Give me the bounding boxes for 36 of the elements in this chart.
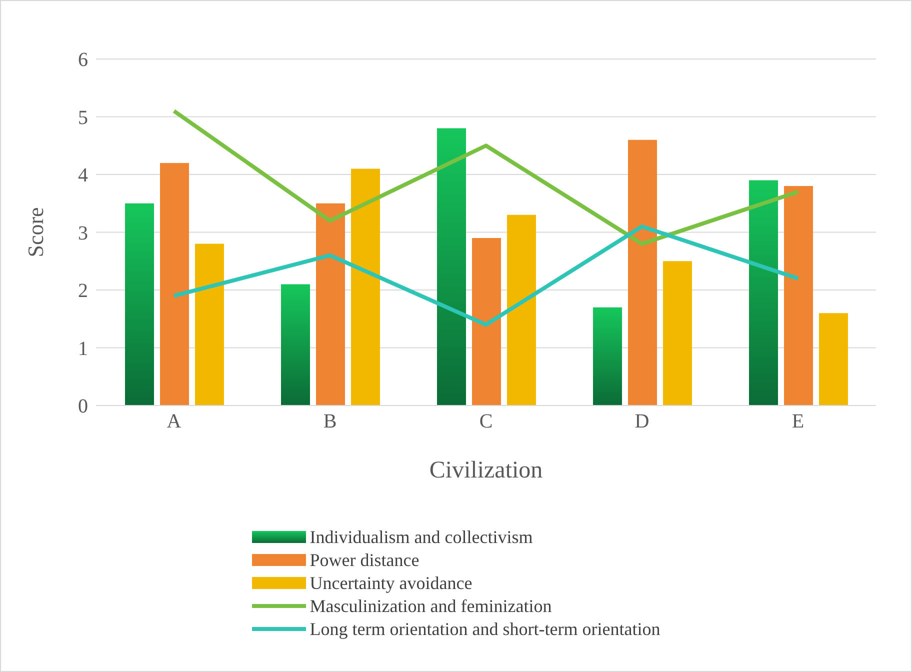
- line-series: [172, 224, 800, 327]
- legend-label: Masculinization and feminization: [310, 596, 552, 616]
- y-tick-label: 2: [78, 280, 88, 302]
- bar: [351, 168, 380, 406]
- x-tick-label: C: [479, 410, 493, 433]
- bar: [593, 307, 622, 406]
- legend-label: Long term orientation and short-term orientation: [310, 618, 660, 640]
- bar: [749, 180, 778, 406]
- bar: [437, 128, 466, 406]
- legend-label: Uncertainty avoidance: [310, 572, 472, 594]
- x-tick-label: D: [634, 410, 650, 433]
- y-tick-label: 6: [78, 49, 88, 72]
- line-series: [172, 108, 800, 246]
- bar: [507, 214, 536, 406]
- x-tick-label: E: [792, 410, 804, 433]
- bar: [281, 284, 310, 406]
- bar: [316, 203, 345, 406]
- bar: [472, 238, 501, 406]
- bar: [784, 186, 813, 406]
- y-axis-title: Score: [22, 207, 48, 258]
- y-tick-label: 4: [78, 164, 88, 187]
- bar: [663, 261, 692, 406]
- bar: [628, 140, 657, 406]
- bar: [160, 162, 189, 406]
- bar: [125, 203, 154, 406]
- x-axis-title: Civilization: [429, 458, 543, 484]
- y-tick-label: 5: [78, 106, 88, 129]
- y-tick-label: 3: [78, 222, 88, 244]
- y-tick-label: 1: [78, 338, 88, 360]
- y-tick-label: 0: [78, 396, 88, 418]
- legend-label: Individualism and collectivism: [310, 526, 533, 548]
- bar: [195, 244, 224, 406]
- x-tick-label: A: [166, 410, 182, 433]
- x-tick-label: B: [323, 410, 337, 433]
- legend-label: Power distance: [310, 550, 420, 570]
- bar: [819, 313, 848, 406]
